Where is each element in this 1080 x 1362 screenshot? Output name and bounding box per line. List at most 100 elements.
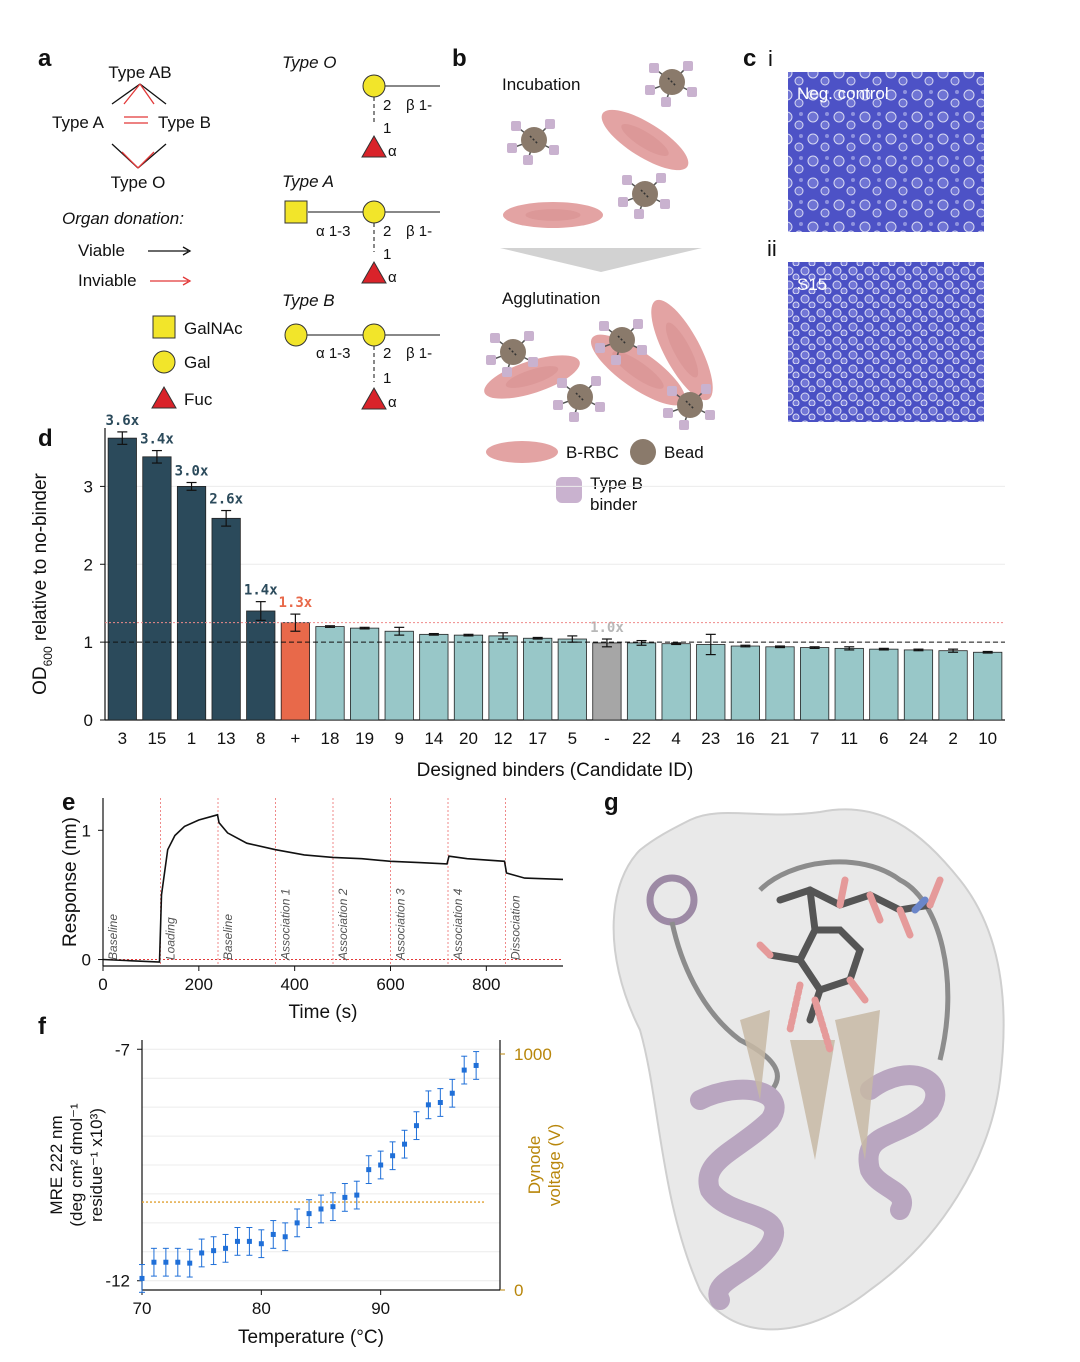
rbc-cell xyxy=(651,299,713,401)
data-point xyxy=(211,1248,217,1254)
bead-texture xyxy=(685,400,695,410)
rbc-center xyxy=(665,322,699,378)
data-point xyxy=(449,1090,455,1096)
data-point xyxy=(413,1123,419,1129)
panel-b: b Incubation Agglutination B-RBC Bead Ty… xyxy=(452,45,715,514)
x-tick-label: 10 xyxy=(978,729,997,748)
binder-icon xyxy=(645,85,655,95)
link-1-label: 1 xyxy=(383,120,391,137)
x-tick-label: 400 xyxy=(280,975,308,994)
rbc-legend-label: B-RBC xyxy=(566,443,619,462)
data-point xyxy=(199,1250,205,1256)
binder-icon xyxy=(502,367,512,377)
data-point xyxy=(342,1194,348,1200)
bead-texture xyxy=(508,347,518,357)
x-tick-label: 23 xyxy=(701,729,720,748)
bead-texture xyxy=(640,189,650,199)
data-point xyxy=(318,1206,324,1212)
fold-annotation: 1.0x xyxy=(590,620,624,636)
type-b-label: Type B xyxy=(158,113,211,132)
inviable-label: Inviable xyxy=(78,271,137,290)
bar xyxy=(834,647,864,721)
binder-icon xyxy=(656,173,666,183)
data-point xyxy=(139,1275,145,1281)
binder-icon xyxy=(553,400,563,410)
type-o-label: Type O xyxy=(111,173,166,192)
panel-f-label: f xyxy=(38,1013,47,1040)
data-point xyxy=(234,1238,240,1244)
agglutination-scene xyxy=(484,299,715,430)
gal-circle-icon xyxy=(362,323,386,347)
bar xyxy=(938,650,968,721)
ylabel-line3: residue⁻¹ x10³) xyxy=(87,1108,106,1222)
binder-icon xyxy=(595,402,605,412)
fuc-triangle-icon xyxy=(361,134,387,158)
rbc-cell xyxy=(484,355,580,399)
x-tick-label: + xyxy=(290,729,300,748)
data-point xyxy=(330,1204,336,1210)
y-tick-label: -12 xyxy=(105,1272,130,1291)
bar xyxy=(869,648,899,721)
binder-icon xyxy=(511,121,521,131)
rbc-center xyxy=(525,209,581,221)
bead-with-binders xyxy=(618,173,670,219)
x-tick-label: 14 xyxy=(424,729,443,748)
coil-segment xyxy=(669,921,780,1103)
bar xyxy=(488,635,518,721)
panel-c-sub-ii: ii xyxy=(767,236,777,261)
binder-icon xyxy=(557,378,567,388)
x-tick-label: - xyxy=(604,729,610,748)
bar xyxy=(211,517,241,721)
binder-icon xyxy=(649,63,659,73)
type-b-structure: Type B α 1-3 2 1 α β 1- xyxy=(282,291,440,411)
bar xyxy=(453,634,484,721)
donation-arrows xyxy=(111,83,167,169)
panel-c: c i Neg. control ii S15 xyxy=(743,45,984,422)
binder-icon xyxy=(490,333,500,343)
rbc-cell xyxy=(590,334,686,406)
data-point xyxy=(461,1067,467,1073)
type-a-structure: Type A α 1-3 2 1 α β 1- xyxy=(282,172,440,286)
panel-g: g xyxy=(604,789,1005,1331)
beta-strand-3 xyxy=(740,1010,770,1100)
data-point xyxy=(187,1260,193,1266)
bead-with-binders xyxy=(645,61,697,107)
beta-label: β 1- xyxy=(406,97,432,114)
bli-response-chart: 0 200 400 600 800 0 1 Baseline Loading Baseline As… xyxy=(60,798,564,1023)
bar xyxy=(384,630,414,721)
x-tick-label: 600 xyxy=(376,975,404,994)
viable-label: Viable xyxy=(78,241,125,260)
y-tick-label: 1 xyxy=(84,633,93,652)
fuc-triangle-icon xyxy=(361,260,387,284)
bar xyxy=(661,643,691,721)
beta-label: β 1- xyxy=(406,345,432,362)
type-ab-label: Type AB xyxy=(108,63,171,82)
rbc-cell xyxy=(601,109,689,171)
type-b-title: Type B xyxy=(282,291,335,310)
step-label: Association 2 xyxy=(336,888,350,961)
binder-icon xyxy=(523,155,533,165)
y-tick-label: -7 xyxy=(115,1040,130,1059)
rbc-center xyxy=(505,366,559,388)
binder-icon xyxy=(622,175,632,185)
data-point xyxy=(437,1100,443,1105)
panel-a-label: a xyxy=(38,45,52,72)
x-tick-label: 5 xyxy=(568,729,577,748)
type-o-structure: Type O 2 1 α β 1- xyxy=(282,53,440,160)
incubation-scene xyxy=(503,61,697,228)
fold-annotation: 3.4x xyxy=(140,432,174,448)
x-tick-label: 1 xyxy=(187,729,196,748)
panel-d-label: d xyxy=(38,425,53,452)
alpha-label: α xyxy=(388,143,397,160)
data-point xyxy=(294,1220,300,1226)
bar xyxy=(592,642,622,721)
link-2-label: 2 xyxy=(383,97,391,114)
link-2-label: 2 xyxy=(383,223,391,240)
x-tick-label: 16 xyxy=(736,729,755,748)
bar xyxy=(350,627,380,721)
ligand-sticks xyxy=(756,876,944,1054)
step-label: Loading xyxy=(164,917,178,960)
data-point xyxy=(246,1238,252,1244)
bar xyxy=(903,649,934,721)
data-point xyxy=(175,1259,181,1265)
